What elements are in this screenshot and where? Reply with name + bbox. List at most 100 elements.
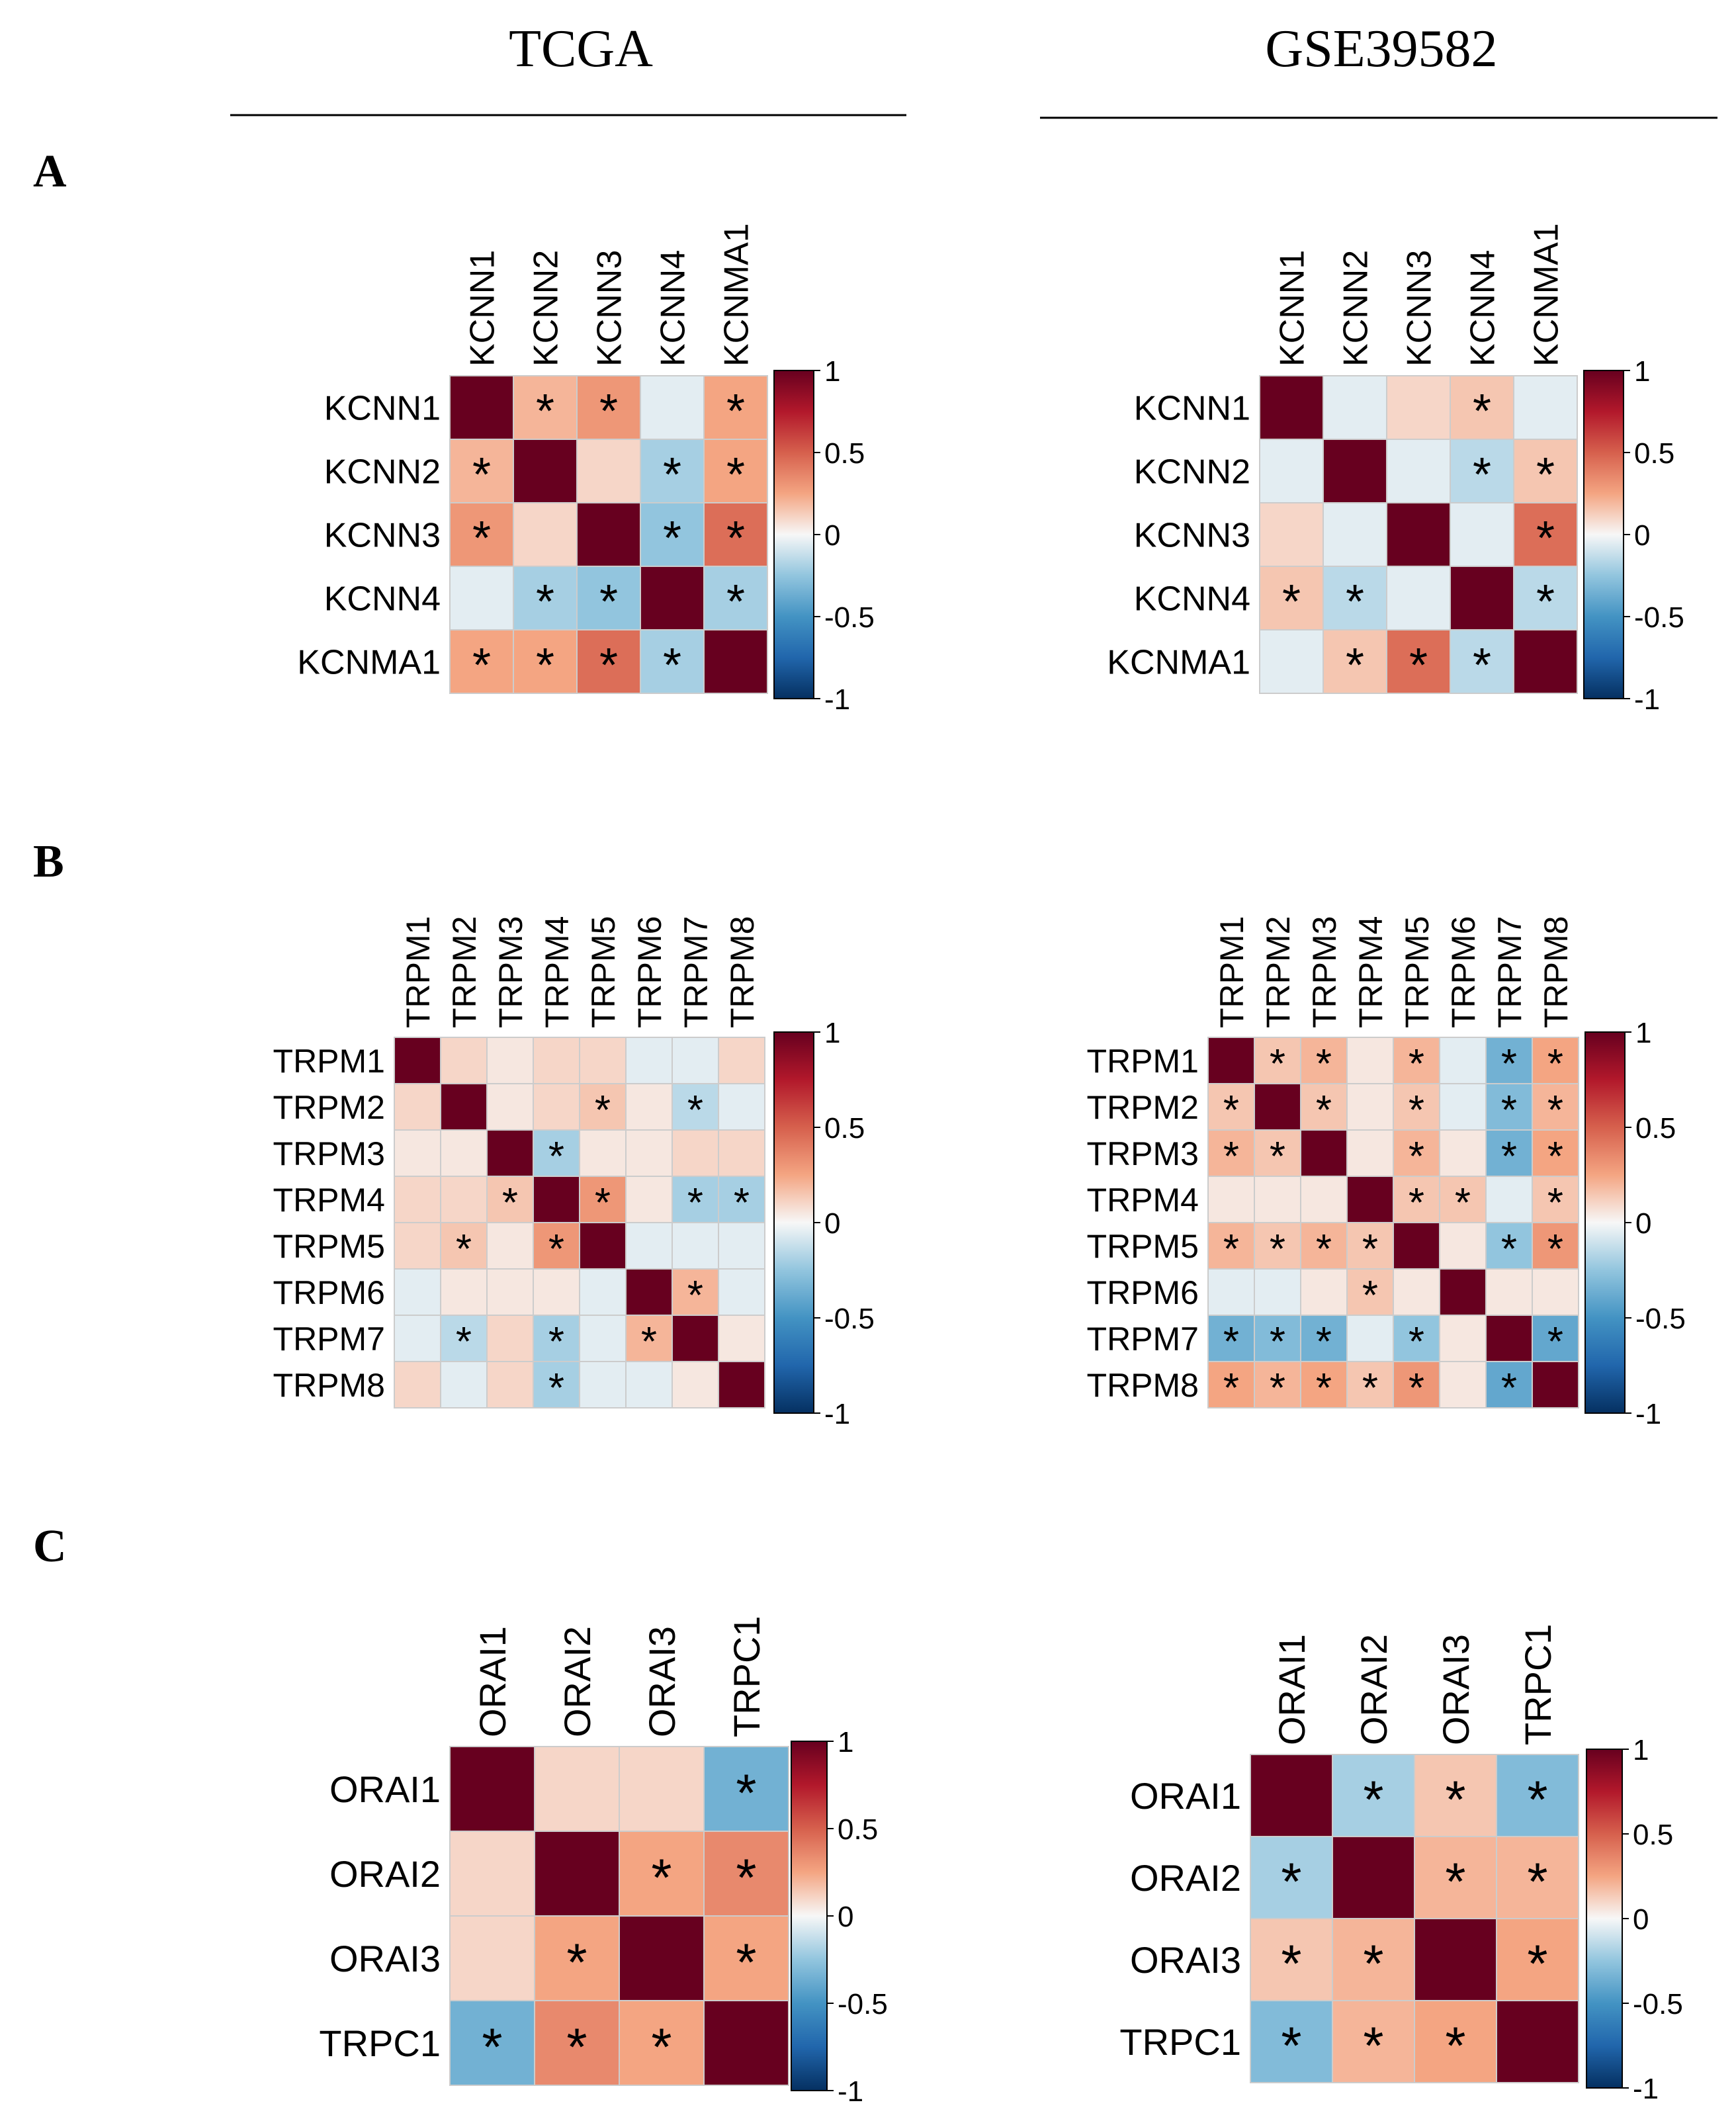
heatmap-cell (1259, 629, 1324, 694)
heatmap-cell (533, 1315, 580, 1362)
heatmap-cell (703, 566, 768, 630)
significance-star: * (548, 1227, 564, 1272)
row-label: KCNN1 (324, 390, 441, 428)
colorbar-tick-label: 0 (838, 1901, 853, 1933)
significance-star: * (1223, 1319, 1239, 1365)
heatmap-cell (1532, 1268, 1579, 1316)
row-label: KCNN4 (324, 580, 441, 619)
significance-star: * (1362, 1227, 1378, 1272)
significance-star: * (663, 639, 681, 692)
column-label: TRPM2 (446, 916, 483, 1028)
heatmap-cell (576, 502, 641, 567)
heatmap-cell (1346, 1361, 1394, 1408)
heatmap-cell (533, 1222, 580, 1270)
heatmap-cell (1513, 629, 1578, 694)
column-label: KCNN4 (1464, 250, 1502, 367)
heatmap-cell (486, 1037, 534, 1084)
heatmap-cell (513, 629, 578, 694)
colorbar (773, 1031, 814, 1414)
heatmap-cell (718, 1129, 765, 1177)
colorbar-tick-label: 1 (824, 1017, 840, 1049)
column-label: KCNN2 (1337, 250, 1375, 367)
heatmap-cell (625, 1037, 673, 1084)
heatmap-cell (486, 1129, 534, 1177)
significance-star: * (1409, 1319, 1424, 1365)
heatmap-cell (672, 1268, 719, 1316)
heatmap-cell (1485, 1176, 1533, 1223)
heatmap-cell (1346, 1037, 1394, 1084)
heatmap-cell (1207, 1222, 1255, 1270)
heatmap-cell (672, 1361, 719, 1408)
heatmap-cell (579, 1129, 627, 1177)
heatmap-cell (1485, 1315, 1533, 1362)
significance-star: * (1547, 1227, 1563, 1272)
heatmap-cell (440, 1361, 488, 1408)
heatmap-cell (619, 1746, 705, 1832)
heatmap-cell (1323, 502, 1387, 567)
significance-star: * (1363, 2016, 1383, 2075)
heatmaps: * * * * * * * * * * * * * * * * KCNN1 KCNN2 KCNN3 KCNN4 KCNM… (273, 223, 1686, 2108)
heatmap-cell (703, 2000, 789, 2086)
significance-star: * (1473, 385, 1491, 438)
significance-star: * (1223, 1227, 1239, 1272)
significance-star: * (1409, 1365, 1424, 1411)
significance-star: * (1473, 449, 1491, 501)
heatmap-cell (672, 1222, 719, 1270)
significance-star: * (599, 576, 618, 628)
significance-star: * (599, 385, 618, 438)
colorbar (1584, 1031, 1626, 1414)
row-label: TRPC1 (1119, 2021, 1241, 2063)
significance-star: * (1363, 1770, 1383, 1829)
row-label: TRPM7 (1087, 1321, 1199, 1358)
significance-star: * (1501, 1365, 1517, 1411)
significance-star: * (1270, 1134, 1285, 1180)
heatmap-cell (1250, 2000, 1333, 2083)
heatmap-b-gse39582: * * * * ** * * * ** * * * ** * ** * * * * *** * * * ** * * * * *TRPM… (1087, 916, 1686, 1430)
heatmap-cell (1386, 502, 1451, 567)
heatmap-cell (718, 1222, 765, 1270)
significance-star: * (1455, 1180, 1471, 1226)
row-label: KCNN3 (1134, 517, 1250, 555)
significance-star: * (641, 1319, 657, 1365)
heatmap-cell (640, 566, 705, 630)
column-label: TRPM6 (1445, 916, 1482, 1028)
significance-star: * (472, 512, 491, 565)
heatmap-cell (1207, 1176, 1255, 1223)
significance-star: * (726, 512, 745, 565)
row-label: KCNN2 (324, 453, 441, 492)
heatmap-cell (576, 375, 641, 440)
heatmap-cell (1439, 1268, 1487, 1316)
heatmap-cell (1496, 1754, 1579, 1837)
header-gse39582: GSE39582 (1265, 20, 1497, 78)
heatmap-cell (703, 1746, 789, 1832)
heatmap-cell (1414, 1836, 1497, 1919)
colorbar-tick-label: -1 (1635, 1398, 1661, 1430)
significance-star: * (1527, 1852, 1547, 1911)
heatmap-cell (394, 1037, 441, 1084)
row-label: TRPM3 (273, 1135, 385, 1172)
heatmap-cell (718, 1083, 765, 1131)
heatmap-cell (534, 1831, 620, 1917)
heatmap-c-gse39582: * * * * * * * * * * * * ORAI1 ORAI2 ORAI3 TRPC1 ORAI1 ORA… (1119, 1624, 1682, 2105)
heatmap-cell (1259, 502, 1324, 567)
heatmap-cell (619, 2000, 705, 2086)
significance-star: * (1445, 2016, 1465, 2075)
row-label: TRPM8 (273, 1367, 385, 1404)
column-label: TRPM6 (631, 916, 668, 1028)
significance-star: * (1362, 1273, 1378, 1319)
colorbar-tick-label: 0.5 (1633, 1819, 1673, 1851)
heatmap-cell (1513, 566, 1578, 630)
column-label: ORAI3 (1435, 1634, 1477, 1745)
significance-star: * (595, 1180, 611, 1226)
heatmap-cell (672, 1176, 719, 1223)
column-label: KCNN1 (1274, 250, 1312, 367)
row-label: TRPM2 (273, 1089, 385, 1126)
row-label: TRPM8 (1087, 1367, 1199, 1404)
heatmap-cell (1439, 1176, 1487, 1223)
heatmap-cell (394, 1083, 441, 1131)
significance-star: * (548, 1134, 564, 1180)
heatmap-a-gse39582: * * * * * * * * * * KCNN1 KCNN2 KCNN3 KCNN4 KCNMA1 KCNN… (1107, 223, 1684, 716)
heatmap-cell (1207, 1361, 1255, 1408)
colorbar-tick-label: 1 (1635, 1017, 1651, 1049)
colorbar (1586, 1749, 1623, 2089)
